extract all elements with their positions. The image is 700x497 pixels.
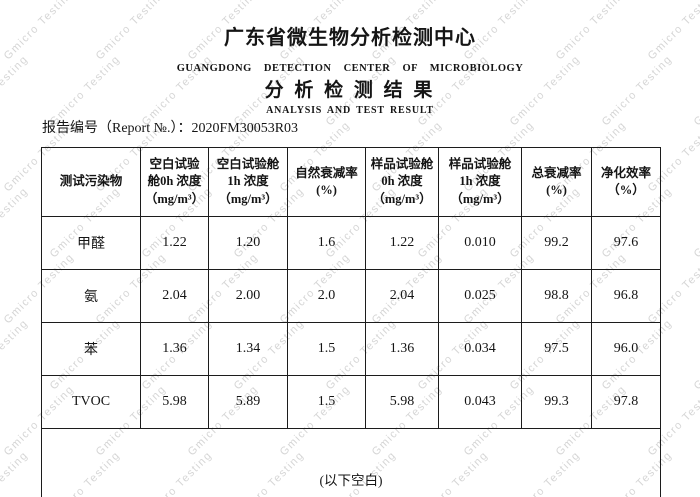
cell-value: 2.0	[287, 269, 366, 323]
cell-value: 5.98	[140, 375, 209, 429]
cell-value: 2.04	[140, 269, 209, 323]
report-content: 广东省微生物分析检测中心 GUANGDONG DETECTION CENTER …	[0, 25, 700, 497]
cell-value: 5.98	[365, 375, 439, 429]
cell-value: 0.043	[438, 375, 522, 429]
cell-value: 1.20	[208, 216, 288, 270]
cell-value: 97.6	[591, 216, 661, 270]
col-header-purification: 净化效率 （%）	[591, 147, 661, 217]
cell-value: 2.04	[365, 269, 439, 323]
cell-pollutant: 苯	[41, 322, 141, 376]
cell-value: 96.0	[591, 322, 661, 376]
results-table: 测试污染物 空白试验 舱0h 浓度 （mg/m³） 空白试验舱 1h 浓度 （m…	[41, 147, 661, 497]
cell-value: 1.22	[140, 216, 209, 270]
table-header-row: 测试污染物 空白试验 舱0h 浓度 （mg/m³） 空白试验舱 1h 浓度 （m…	[41, 147, 661, 217]
cell-value: 0.034	[438, 322, 522, 376]
table-row: TVOC 5.98 5.89 1.5 5.98 0.043 99.3 97.8	[41, 375, 661, 429]
report-number-value: 2020FM30053R03	[191, 121, 299, 136]
result-title-cn: 分 析 检 测 结 果	[264, 80, 436, 101]
col-header-pollutant: 测试污染物	[41, 147, 141, 217]
cell-value: 1.34	[208, 322, 288, 376]
cell-pollutant: TVOC	[41, 375, 141, 429]
cell-value: 1.36	[365, 322, 439, 376]
col-header-natural-decay: 自然衰减率 (%)	[287, 147, 366, 217]
cell-value: 99.3	[521, 375, 592, 429]
cell-value: 1.5	[287, 322, 366, 376]
cell-value: 99.2	[521, 216, 592, 270]
cell-value: 2.00	[208, 269, 288, 323]
result-title-en: ANALYSIS AND TEST RESULT	[266, 105, 434, 116]
col-header-blank-0h: 空白试验 舱0h 浓度 （mg/m³）	[140, 147, 209, 217]
cell-value: 1.6	[287, 216, 366, 270]
center-title-en: GUANGDONG DETECTION CENTER OF MICROBIOLO…	[176, 63, 524, 74]
cell-value: 0.010	[438, 216, 522, 270]
col-header-blank-1h: 空白试验舱 1h 浓度 （mg/m³）	[208, 147, 288, 217]
col-header-sample-1h: 样品试验舱 1h 浓度 （mg/m³）	[438, 147, 522, 217]
cell-value: 1.22	[365, 216, 439, 270]
cell-value: 98.8	[521, 269, 592, 323]
cell-pollutant: 甲醛	[41, 216, 141, 270]
cell-value: 97.8	[591, 375, 661, 429]
col-header-sample-0h: 样品试验舱 0h 浓度 （mg/m³）	[365, 147, 439, 217]
table-footer-row: (以下空白)	[41, 428, 661, 497]
cell-value: 5.89	[208, 375, 288, 429]
cell-value: 0.025	[438, 269, 522, 323]
cell-value: 1.5	[287, 375, 366, 429]
col-header-total-decay: 总衰减率 (%)	[521, 147, 592, 217]
report-number-label: 报告编号（Report №.）：	[42, 121, 192, 136]
table-row: 甲醛 1.22 1.20 1.6 1.22 0.010 99.2 97.6	[41, 216, 661, 270]
cell-pollutant: 氨	[41, 269, 141, 323]
cell-value: 1.36	[140, 322, 209, 376]
table-row: 苯 1.36 1.34 1.5 1.36 0.034 97.5 96.0	[41, 322, 661, 376]
cell-value: 97.5	[521, 322, 592, 376]
footer-note: (以下空白)	[41, 428, 661, 497]
cell-value: 96.8	[591, 269, 661, 323]
center-title-cn: 广东省微生物分析检测中心	[224, 27, 476, 49]
report-number-line: 报告编号（Report №.）：2020FM30053R03	[42, 120, 700, 138]
table-row: 氨 2.04 2.00 2.0 2.04 0.025 98.8 96.8	[41, 269, 661, 323]
